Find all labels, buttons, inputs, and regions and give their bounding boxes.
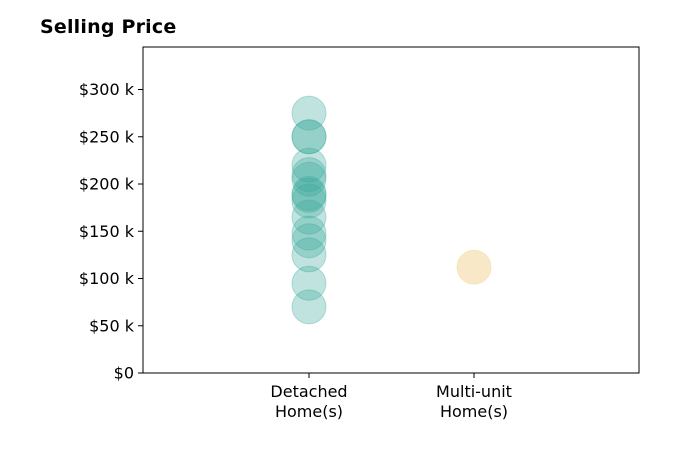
y-tick-label: $50 k <box>89 316 135 335</box>
data-point <box>291 183 327 219</box>
y-tick-label: $100 k <box>79 269 135 288</box>
data-point <box>291 199 327 235</box>
y-tick-label: $150 k <box>79 222 135 241</box>
plot-area-frame <box>142 46 640 374</box>
data-point <box>291 237 327 273</box>
data-point <box>291 289 327 325</box>
data-point <box>291 157 327 193</box>
x-tick-label: Multi-unit <box>436 382 512 401</box>
data-point <box>291 119 327 155</box>
y-tick-label: $300 k <box>79 80 135 99</box>
data-point <box>456 249 492 285</box>
chart-title: Selling Price <box>40 16 177 38</box>
data-point <box>291 95 327 131</box>
points-layer <box>291 95 492 325</box>
y-tick-label: $200 k <box>79 175 135 194</box>
y-tick-label: $0 <box>114 364 134 383</box>
x-tick-label: Home(s) <box>440 402 508 421</box>
data-point <box>291 223 327 259</box>
x-tick-label: Home(s) <box>275 402 343 421</box>
data-point <box>291 177 327 213</box>
y-axis: $0 $50 k $100 k $150 k $200 k $250 k $300 k <box>79 80 143 383</box>
data-point <box>291 215 327 251</box>
data-point <box>291 147 327 183</box>
data-point <box>291 175 327 211</box>
data-point <box>291 161 327 197</box>
x-tick-label: Detached <box>270 382 347 401</box>
data-point <box>291 265 327 301</box>
data-point <box>291 119 327 155</box>
y-tick-label: $250 k <box>79 127 135 146</box>
